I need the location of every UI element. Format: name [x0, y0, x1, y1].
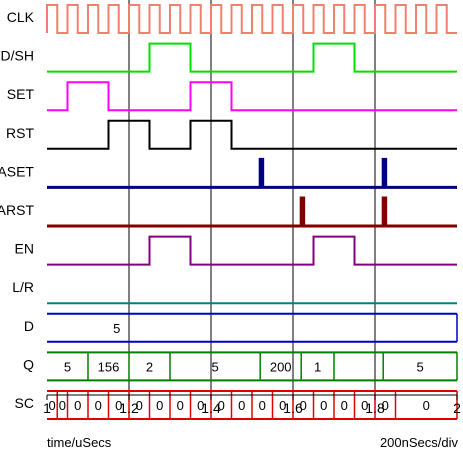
bus-value-label: 5 [211, 359, 218, 374]
signal-label: L/R [12, 279, 34, 295]
bus-value-label: 156 [98, 359, 120, 374]
x-axis-label: time/uSecs [47, 435, 112, 450]
digital-trace [47, 196, 457, 228]
bus-value-label: 0 [136, 398, 143, 413]
signal-label: EN [15, 241, 34, 257]
bus-value-label: 0 [361, 398, 368, 413]
signal-row-ld-sh: LD/SH [0, 42, 457, 73]
signal-label: ARST [0, 202, 34, 218]
bus-value-label: 0 [259, 398, 266, 413]
time-scale-label: 200nSecs/div [380, 435, 459, 450]
bus-value-label: 5 [416, 359, 423, 374]
bus-value-label: 0 [341, 398, 348, 413]
bus-value-label: 0 [320, 398, 327, 413]
signal-row-rst: RST [6, 119, 457, 150]
axis-tick-label: 1.2 [119, 400, 139, 416]
signal-row-aset: ASET [0, 157, 457, 189]
signal-label: CLK [7, 9, 35, 25]
bus-value-label: 0 [218, 398, 225, 413]
signal-label: D [24, 318, 34, 334]
bus-value-label: 2 [146, 359, 153, 374]
bus-value-label: 0 [238, 398, 245, 413]
axis-tick-label: 1.8 [365, 400, 385, 416]
signal-row-q: Q 5 156 2 5 200 1 5 [23, 351, 458, 382]
bus-value-label: 5 [64, 359, 71, 374]
axis-tick-label: 2 [453, 400, 461, 416]
signal-row-arst: ARST [0, 196, 457, 228]
signal-row-l-r: L/R [12, 279, 457, 305]
bus-value-label: 5 [113, 321, 120, 336]
signal-row-sc: SC 0 0 0 0 0 0 0 0 0 0 0 0 0 0 0 0 0 0 0 [15, 390, 458, 420]
bus-value-label: 0 [423, 398, 430, 413]
axis-tick-label: 1.6 [283, 400, 303, 416]
signal-label: SC [15, 395, 34, 411]
axis-tick-label: 1.4 [201, 400, 221, 416]
bus-value-label: 0 [59, 398, 66, 413]
bus-value-label: 0 [382, 398, 389, 413]
bus-value-label: 1 [314, 359, 321, 374]
bus-value-label: 0 [49, 398, 56, 413]
bus-value-label: 0 [300, 398, 307, 413]
bus-value-label: 0 [156, 398, 163, 413]
digital-trace [47, 81, 457, 112]
bus-value-label: 200 [270, 359, 292, 374]
signal-row-en: EN [15, 235, 457, 266]
digital-trace [47, 119, 457, 150]
bus-value-label: 0 [74, 398, 81, 413]
bus-value-label: 0 [95, 398, 102, 413]
clock-trace [46, 4, 457, 34]
digital-trace [47, 235, 457, 266]
signal-row-clk: CLK [7, 4, 457, 34]
bus-value-label: 0 [177, 398, 184, 413]
signal-label: ASET [0, 163, 34, 179]
signal-label: RST [6, 125, 34, 141]
signal-label: Q [23, 356, 34, 372]
signal-label: SET [7, 86, 35, 102]
digital-trace [47, 157, 457, 189]
signal-label: LD/SH [0, 48, 34, 64]
axis-tick-label: 1 [43, 400, 51, 416]
bus-value-label: 0 [115, 398, 122, 413]
bus-value-label: 0 [279, 398, 286, 413]
bus-value-label: 0 [197, 398, 204, 413]
signal-row-set: SET [7, 81, 457, 112]
digital-trace [47, 42, 457, 73]
